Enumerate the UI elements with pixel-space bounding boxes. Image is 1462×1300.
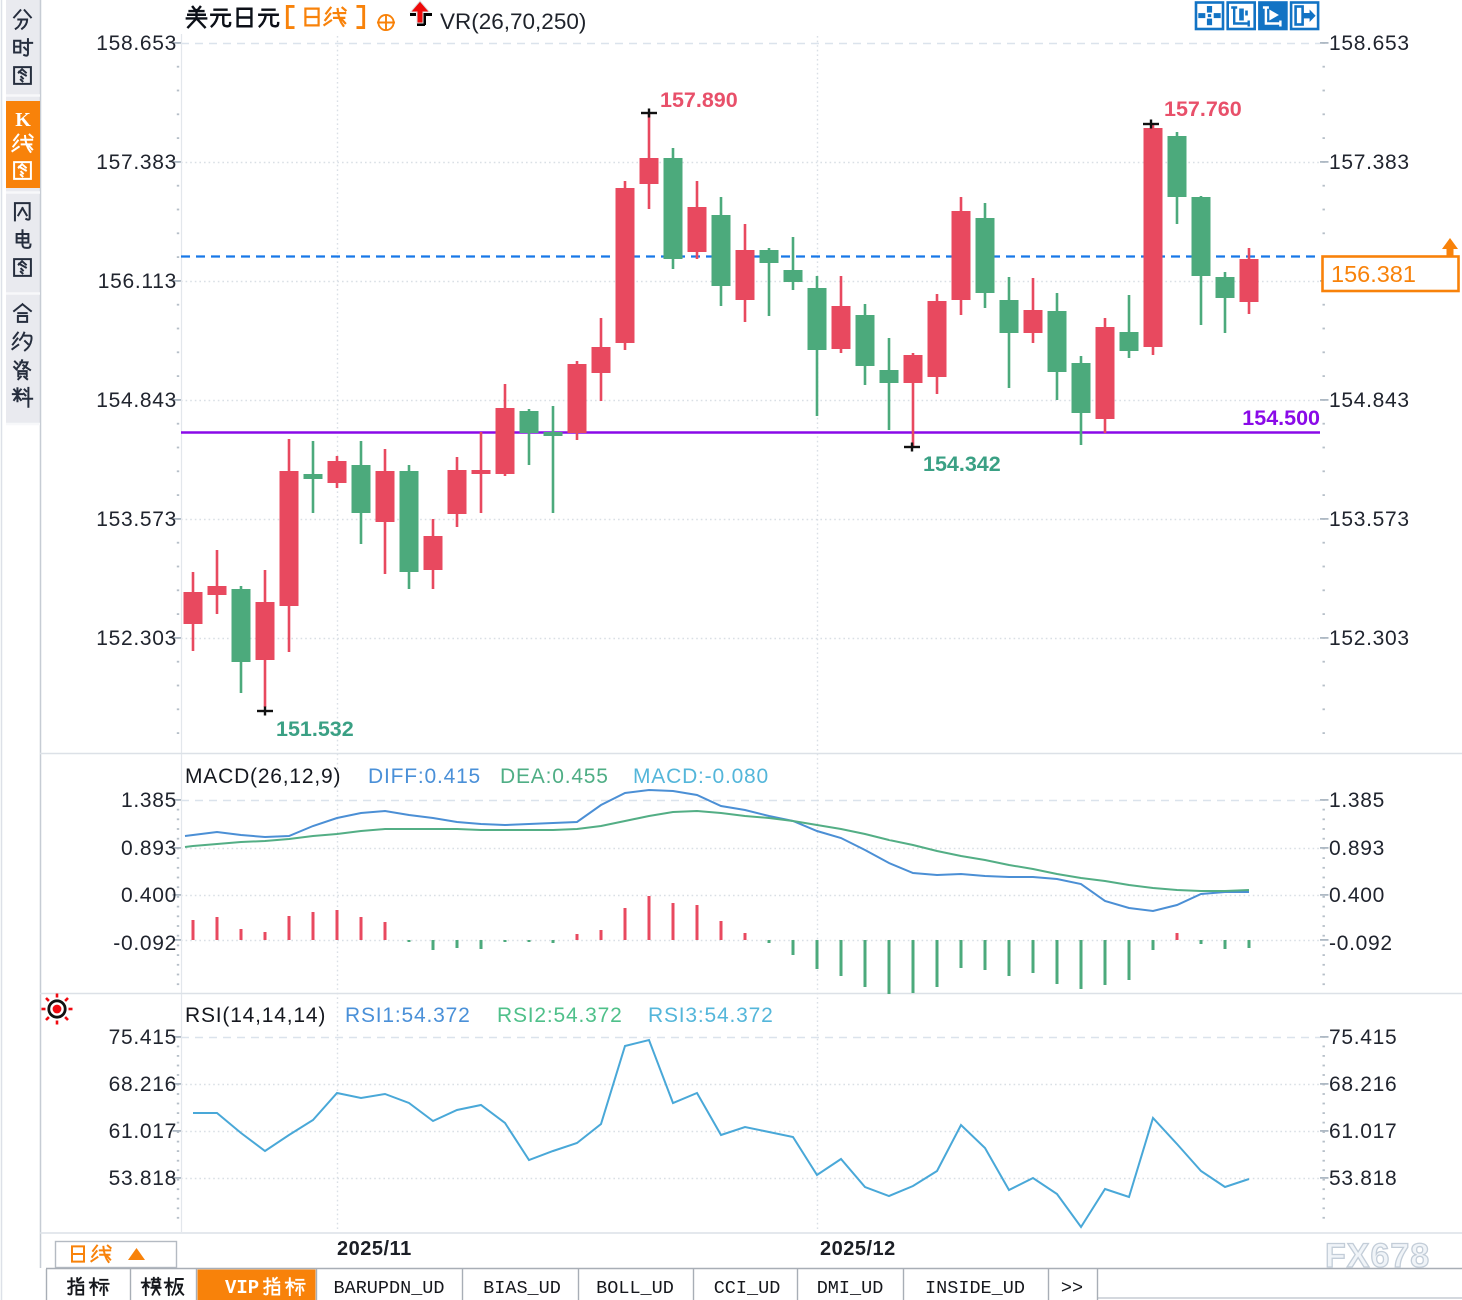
svg-text:153.573: 153.573: [96, 508, 177, 531]
svg-text:>>: >>: [1061, 1278, 1083, 1299]
svg-text:68.216: 68.216: [1329, 1073, 1397, 1096]
svg-text:153.573: 153.573: [1329, 508, 1410, 531]
svg-text:158.653: 158.653: [96, 32, 177, 55]
svg-text:157.760: 157.760: [1164, 97, 1242, 121]
svg-text:0.893: 0.893: [121, 837, 177, 860]
svg-text:VR(26,70,250): VR(26,70,250): [440, 9, 586, 34]
svg-text:1.385: 1.385: [121, 789, 177, 812]
svg-text:157.383: 157.383: [1329, 151, 1410, 174]
svg-text:75.415: 75.415: [109, 1026, 177, 1049]
svg-text:BOLL_UD: BOLL_UD: [596, 1278, 674, 1299]
svg-text:2025/12: 2025/12: [820, 1238, 896, 1260]
svg-text:158.653: 158.653: [1329, 32, 1410, 55]
svg-text:RSI2:54.372: RSI2:54.372: [497, 1004, 623, 1027]
svg-text:154.500: 154.500: [1242, 406, 1320, 430]
svg-text:156.381: 156.381: [1331, 261, 1416, 287]
svg-text:BARUPDN_UD: BARUPDN_UD: [333, 1278, 444, 1299]
svg-text:157.890: 157.890: [660, 88, 738, 112]
svg-text:-0.092: -0.092: [113, 932, 177, 955]
svg-text:154.342: 154.342: [923, 452, 1001, 476]
svg-text:154.843: 154.843: [1329, 389, 1410, 412]
svg-text:61.017: 61.017: [109, 1120, 177, 1143]
svg-text:DEA:0.455: DEA:0.455: [500, 765, 609, 788]
svg-text:53.818: 53.818: [1329, 1167, 1397, 1190]
svg-text:-0.092: -0.092: [1329, 932, 1393, 955]
svg-text:2025/11: 2025/11: [337, 1238, 412, 1260]
svg-text:0.400: 0.400: [121, 884, 177, 907]
svg-text:INSIDE_UD: INSIDE_UD: [925, 1278, 1025, 1299]
svg-text:VIP: VIP: [225, 1277, 259, 1299]
svg-text:FX678: FX678: [1325, 1237, 1430, 1275]
svg-text:CCI_UD: CCI_UD: [714, 1278, 781, 1299]
svg-text:BIAS_UD: BIAS_UD: [483, 1278, 561, 1299]
svg-text:75.415: 75.415: [1329, 1026, 1397, 1049]
svg-text:K: K: [15, 109, 31, 131]
svg-text:53.818: 53.818: [109, 1167, 177, 1190]
svg-text:61.017: 61.017: [1329, 1120, 1397, 1143]
svg-text:0.893: 0.893: [1329, 837, 1385, 860]
svg-text:152.303: 152.303: [1329, 627, 1410, 650]
svg-text:MACD(26,12,9): MACD(26,12,9): [185, 765, 341, 788]
svg-text:MACD:-0.080: MACD:-0.080: [633, 765, 769, 788]
svg-text:RSI3:54.372: RSI3:54.372: [648, 1004, 774, 1027]
svg-text:1.385: 1.385: [1329, 789, 1385, 812]
svg-text:DIFF:0.415: DIFF:0.415: [368, 765, 481, 788]
svg-text:0.400: 0.400: [1329, 884, 1385, 907]
svg-text:152.303: 152.303: [96, 627, 177, 650]
svg-text:157.383: 157.383: [96, 151, 177, 174]
svg-text:68.216: 68.216: [109, 1073, 177, 1096]
svg-text:RSI(14,14,14): RSI(14,14,14): [185, 1004, 326, 1027]
svg-text:154.843: 154.843: [96, 389, 177, 412]
svg-text:151.532: 151.532: [276, 717, 354, 741]
svg-text:RSI1:54.372: RSI1:54.372: [345, 1004, 471, 1027]
svg-text:156.113: 156.113: [98, 270, 177, 293]
svg-text:DMI_UD: DMI_UD: [817, 1278, 884, 1299]
